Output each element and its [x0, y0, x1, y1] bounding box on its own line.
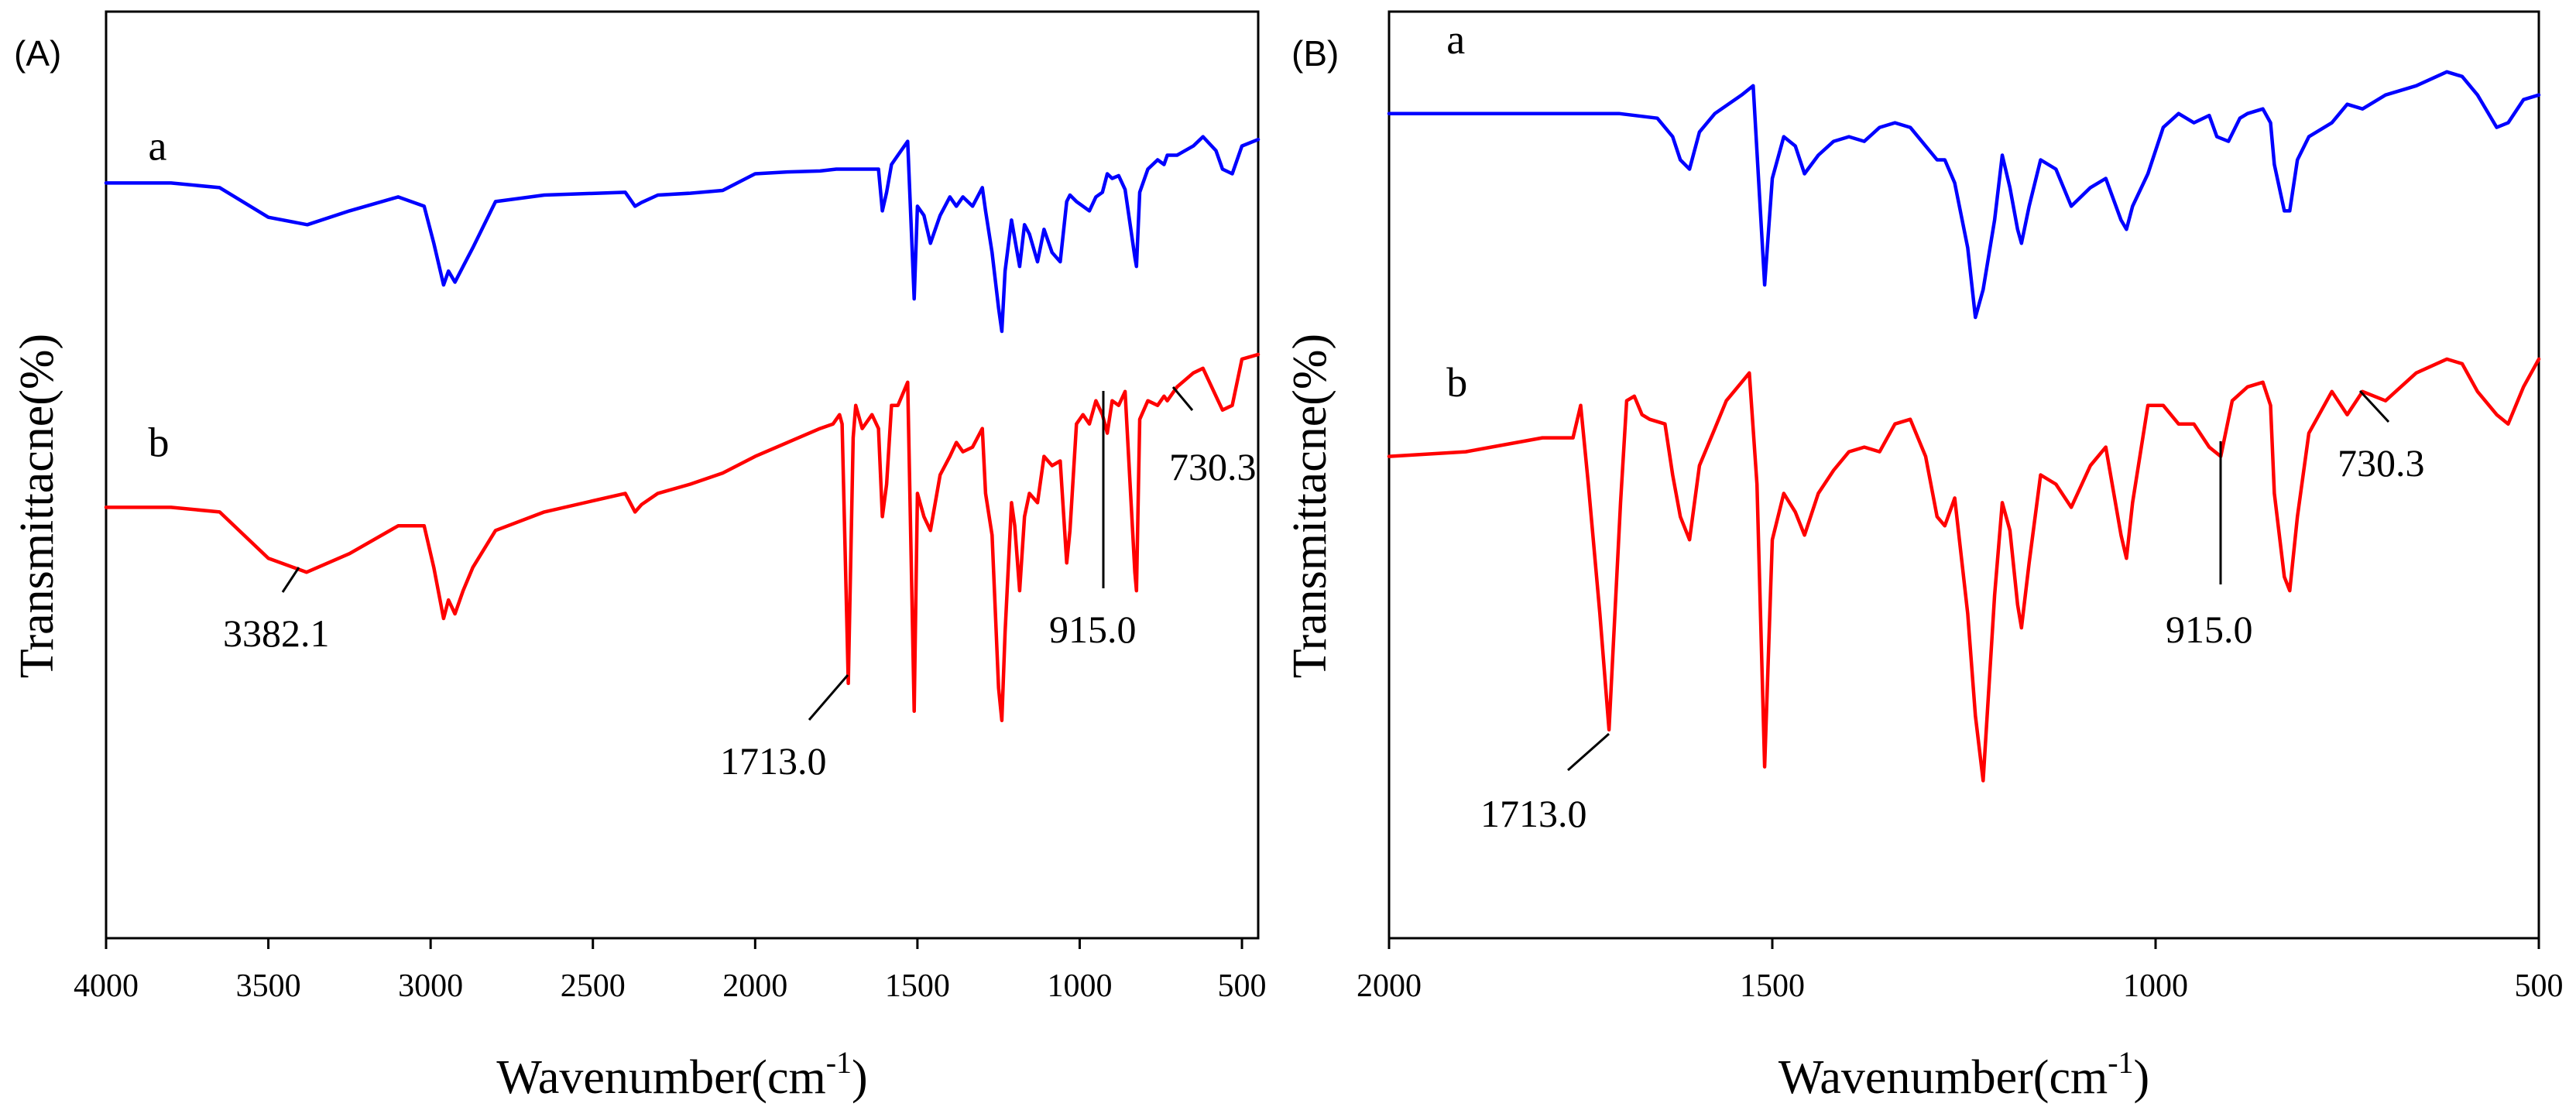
y-axis-title: Transmittacne(%)	[1284, 334, 1336, 678]
series-a-label: a	[1446, 16, 1465, 63]
x-tick-label: 3500	[236, 968, 301, 1004]
x-tick-label: 2000	[722, 968, 787, 1004]
panel-b: (B) 2000 1500 1000 500 Wavenumber(cm-1) Transm…	[1284, 10, 2564, 1104]
x-tick-label: 1500	[885, 968, 950, 1004]
series-a-line	[104, 135, 1261, 334]
annotation-label: 915.0	[2166, 608, 2253, 651]
x-tick-label: 500	[1218, 968, 1267, 1004]
x-tick-label: 4000	[74, 968, 139, 1004]
plot-frame	[1387, 10, 2540, 940]
panel-a: (A) 4000 3500 3000 2500 2000 1500 1000 500 Wavenu…	[11, 10, 1267, 1104]
x-tick-label: 3000	[398, 968, 463, 1004]
annotation-leader	[1171, 386, 1194, 411]
x-tick-label: 2500	[561, 968, 626, 1004]
x-tick-label: 2000	[1357, 968, 1422, 1004]
series-b-label: b	[1446, 359, 1467, 406]
x-tick-label: 1000	[1047, 968, 1112, 1004]
annotation-label: 915.0	[1049, 608, 1137, 651]
series-a-line	[1387, 70, 2541, 320]
annotation-leader	[1567, 732, 1610, 772]
annotation-leader	[808, 674, 849, 721]
annotation-label: 730.3	[2338, 441, 2425, 485]
annotation-label: 1713.0	[720, 739, 827, 783]
plot-frame	[105, 10, 1260, 940]
annotation-leader	[281, 567, 300, 593]
annotation-label: 3382.1	[223, 612, 330, 655]
series-b-line	[1387, 357, 2541, 783]
series-b-label: b	[148, 420, 169, 466]
panel-label: (B)	[1291, 33, 1339, 74]
x-axis-title: Wavenumber(cm-1)	[1779, 1045, 2149, 1104]
x-tick-label: 1000	[2123, 968, 2188, 1004]
panel-label: (A)	[14, 33, 61, 74]
annotation-leader	[2358, 389, 2390, 423]
series-b-line	[104, 352, 1261, 722]
annotation-label: 1713.0	[1480, 792, 1587, 835]
x-axis-title: Wavenumber(cm-1)	[496, 1045, 867, 1104]
series-a-label: a	[148, 123, 166, 170]
y-axis-title: Transmittacne(%)	[11, 334, 63, 678]
x-tick-label: 500	[2515, 968, 2564, 1004]
x-tick-label: 1500	[1740, 968, 1805, 1004]
annotation-label: 730.3	[1169, 445, 1257, 488]
